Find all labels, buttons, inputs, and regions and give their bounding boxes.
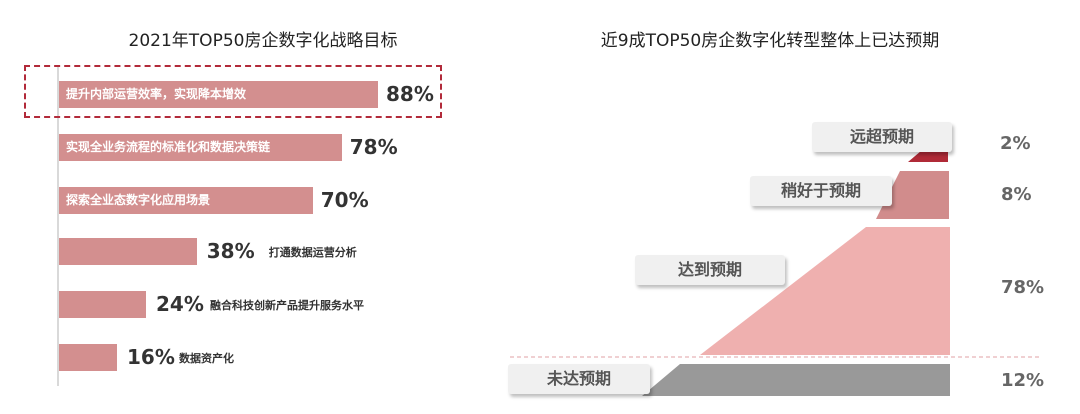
bar [59,81,378,108]
label-far-exceed: 远超预期 [812,122,952,152]
left-chart-title: 2021年TOP50房企数字化战略目标 [128,31,398,51]
bar-category-label: 融合科技创新产品提升服务水平 [210,299,364,312]
value-not-met: 12% [1001,370,1045,391]
bar [59,291,146,318]
bar [59,134,342,161]
value-far-exceed: 2% [1000,133,1031,154]
bar-value-label: 16% [127,345,175,369]
bar-category-label: 探索全业态数字化应用场景 [66,193,211,207]
label-not-met: 未达预期 [508,364,650,394]
right-chart-title: 近9成TOP50房企数字化转型整体上已达预期 [600,31,940,51]
bar-value-label: 24% [156,292,204,316]
bar-category-label: 数据资产化 [179,352,234,365]
shape-met [700,227,950,355]
value-met: 78% [1001,277,1045,298]
bar-category-label: 提升内部运营效率，实现降本增效 [66,87,247,101]
bar-category-label: 实现全业务流程的标准化和数据决策链 [66,140,271,154]
bar-value-label: 70% [320,188,369,212]
bar [59,187,313,214]
label-met: 达到预期 [635,255,785,285]
bar [59,344,117,371]
value-slightly-better: 8% [1001,184,1032,205]
label-slightly-better: 稍好于预期 [750,176,892,206]
y-axis-line [57,66,59,386]
shape-slightly-better [876,171,949,219]
bar-value-label: 78% [349,135,398,159]
highlight-box [24,65,442,118]
bar [59,238,197,265]
bar-value-label: 88% [386,82,434,106]
bar-value-label: 38% [206,239,255,263]
bar-category-label: 打通数据运营分析 [268,246,357,259]
shape-not-met [642,364,950,396]
